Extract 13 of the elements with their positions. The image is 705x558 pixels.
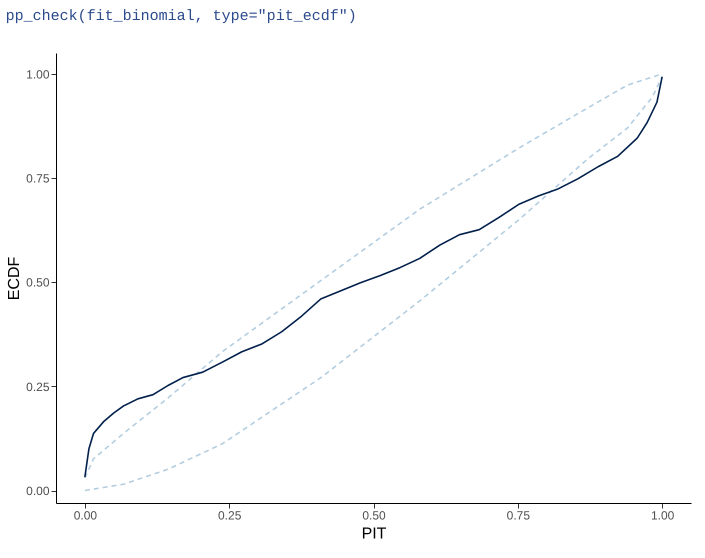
x-tick-label: 0.75 (506, 508, 530, 522)
x-tick-label: 0.25 (218, 508, 242, 522)
x-axis-title: PIT (362, 526, 387, 542)
y-tick-label: 0.50 (26, 276, 50, 290)
y-tick-label: 0.25 (26, 380, 50, 394)
y-tick-label: 0.00 (26, 484, 50, 498)
y-tick-label: 1.00 (26, 67, 50, 82)
y-tick-label: 0.75 (26, 172, 50, 186)
x-tick-label: 1.00 (650, 508, 675, 522)
text: pp_check(fit_binomial, type="pit_ecdf") (6, 8, 357, 25)
x-tick-label: 0.50 (362, 508, 386, 522)
x-tick-label: 0.00 (74, 508, 98, 522)
y-axis-title: ECDF (6, 256, 24, 300)
